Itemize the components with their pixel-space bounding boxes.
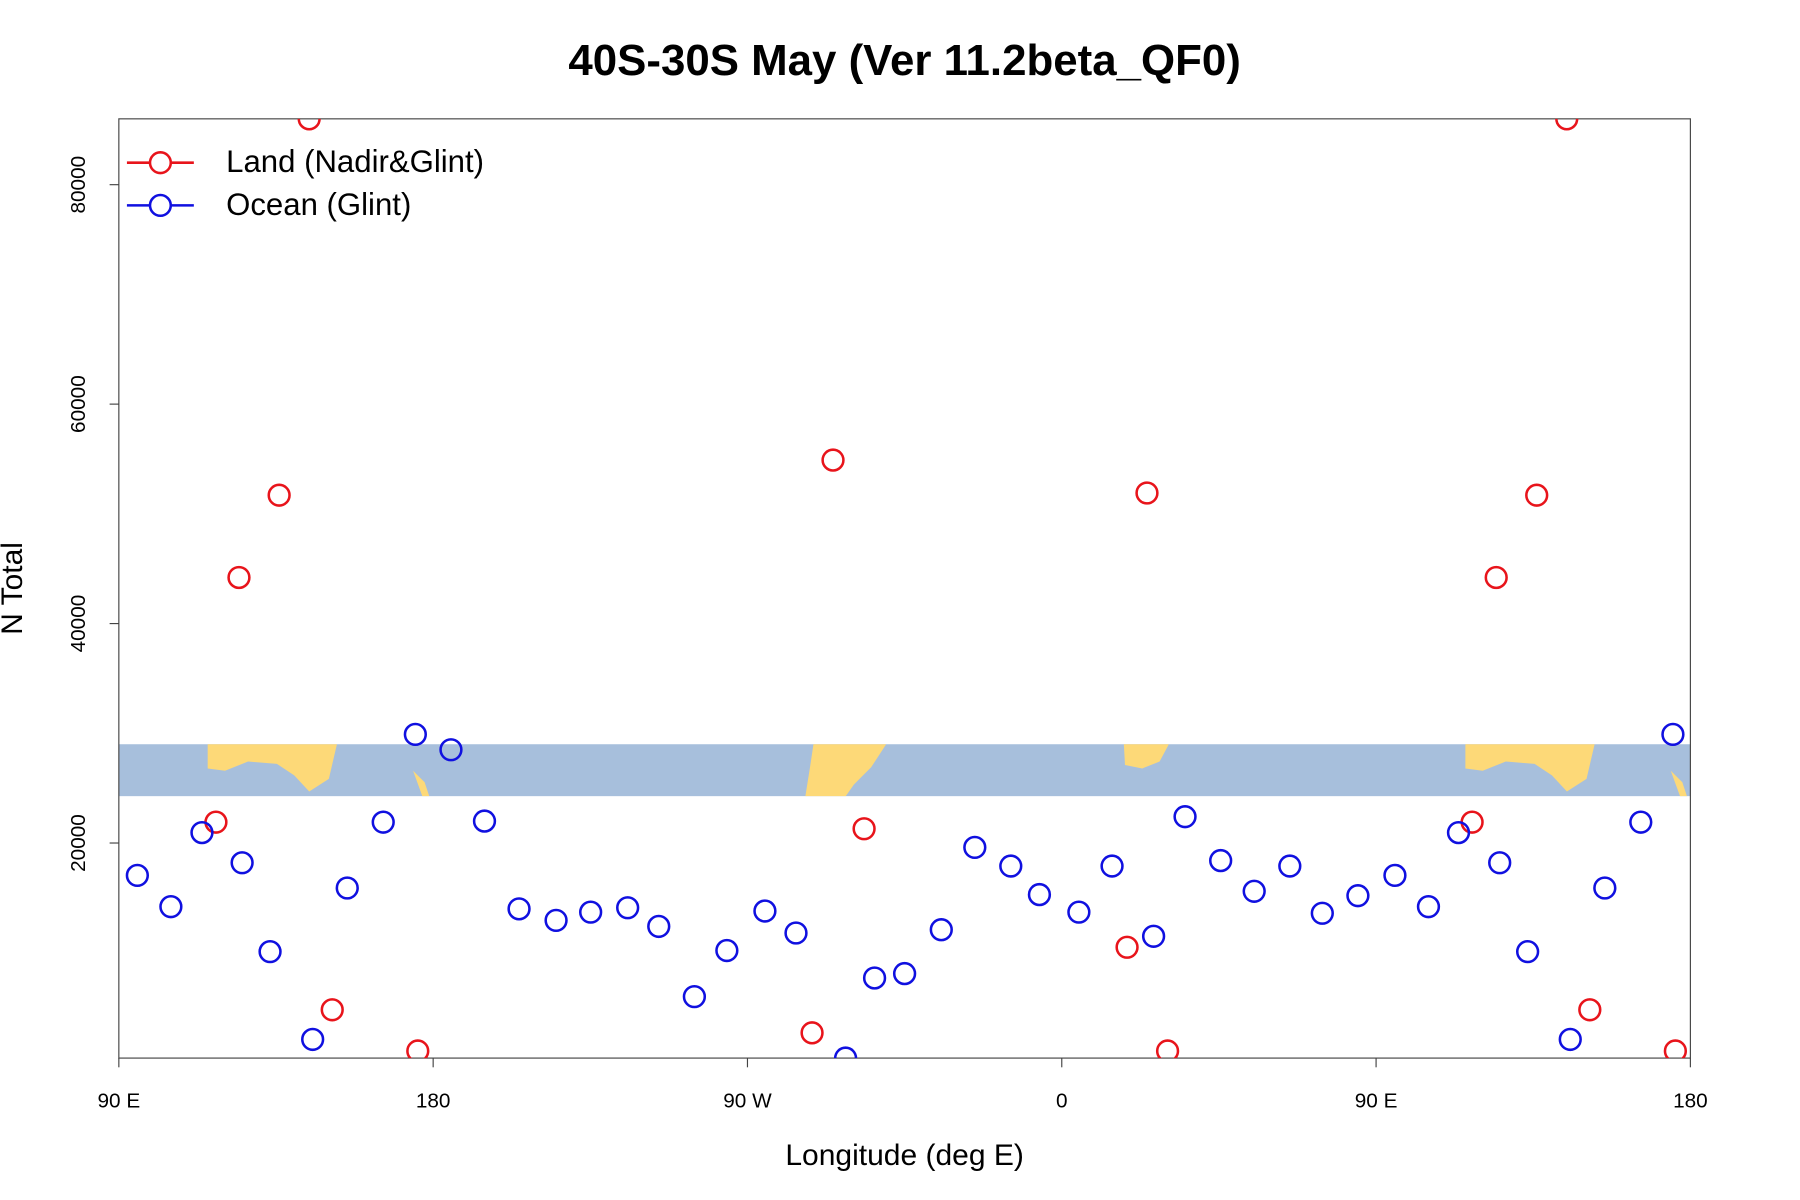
point [125,863,150,888]
point [1209,848,1233,873]
chart-title: 40S-30S May (Ver 11.2beta_QF0) [568,36,1240,85]
point [1141,924,1166,948]
point [267,483,291,507]
point [1525,483,1549,507]
point [999,854,1023,878]
x-tick-label: 0 [1056,1089,1068,1112]
point [1593,876,1617,900]
point [297,118,321,131]
point [507,897,531,921]
point [190,820,214,845]
plot-frame [118,118,1691,1059]
point [963,835,987,860]
point [320,998,344,1022]
point [439,738,463,762]
point [1310,901,1334,925]
point [616,896,640,920]
y-tick-label: 60000 [67,375,90,433]
point [647,914,671,939]
legend-label: Land (Nadir&Glint) [226,144,484,179]
y-axis-label: N Total [0,542,29,635]
point [406,1039,430,1059]
point [753,899,777,923]
point [784,921,808,945]
point [862,966,887,990]
point [1558,1027,1582,1052]
point [371,810,395,834]
point [1484,565,1508,590]
x-tick-label: 180 [1673,1089,1708,1112]
point [1173,805,1197,829]
point [1346,884,1370,908]
point [1278,854,1302,878]
points [125,118,1688,1059]
point [821,448,845,472]
x-tick-label: 90 W [723,1089,772,1112]
point [1383,863,1407,888]
x-tick-label: 90 E [1355,1089,1398,1112]
point [715,938,739,963]
legend-marker [148,151,173,175]
point [230,851,254,875]
legend-label: Ocean (Glint) [226,187,411,222]
point [1555,118,1579,131]
point [1578,998,1602,1022]
point [579,900,603,924]
x-tick-label: 180 [416,1089,451,1112]
point [1100,854,1124,878]
point [159,895,183,919]
point [852,817,876,841]
point [335,876,359,900]
point [1242,879,1266,903]
point [682,984,707,1009]
point [1135,481,1159,505]
point [301,1027,325,1052]
y-tick-label: 40000 [67,595,90,653]
map-band [118,744,1691,797]
x-tick-label: 90 E [98,1089,141,1112]
point [800,1021,824,1045]
point [1515,939,1540,964]
point [1115,935,1139,959]
y-tick-label: 80000 [67,156,90,214]
legend-marker [148,193,173,218]
point [929,918,953,942]
point [1460,810,1484,834]
point [892,961,917,986]
point [833,1046,858,1059]
point [403,722,427,747]
point [1488,851,1512,875]
point [258,939,282,964]
point [1027,882,1052,907]
point [1067,900,1091,924]
point [227,565,251,590]
point [1416,895,1441,919]
point [1661,722,1685,747]
point [1663,1039,1688,1059]
point [1155,1039,1180,1059]
point [544,908,568,933]
point [1629,810,1653,834]
y-tick-label: 20000 [67,814,90,872]
point [1446,820,1471,845]
point [472,809,497,833]
x-axis-label: Longitude (deg E) [785,1139,1024,1172]
point [204,810,228,834]
